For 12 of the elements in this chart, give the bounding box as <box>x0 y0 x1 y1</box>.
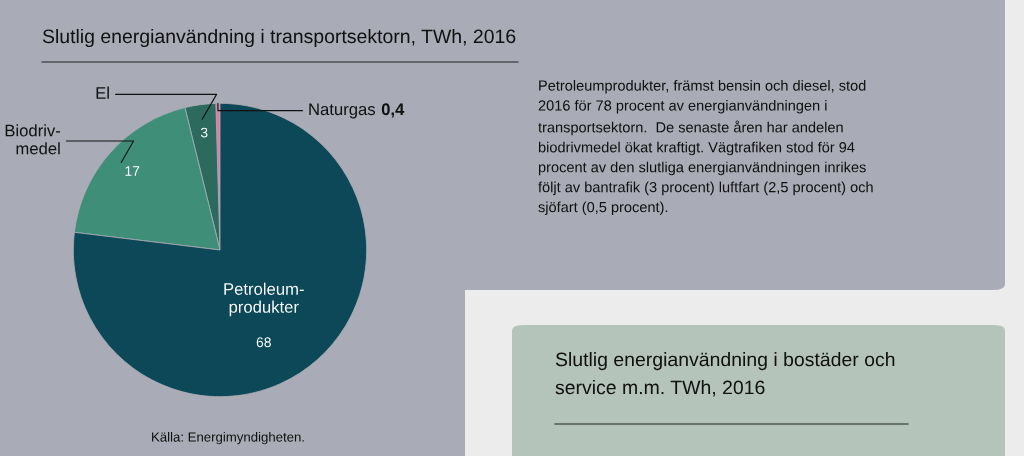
text: Källa: Energimyndigheten. <box>152 432 304 445</box>
text: Slutlig energianvändning i bostäder och service m.m. TWh, 2016 <box>555 352 895 397</box>
data-label: 0,4 <box>381 103 405 118</box>
slice-label: El <box>96 86 109 99</box>
data-label: 3 <box>200 127 208 138</box>
slice-label: Petroleum- produkter <box>224 282 304 317</box>
data-label: 17 <box>125 166 140 176</box>
slice-label: Naturgas <box>309 103 376 119</box>
chart-title: Slutlig energianvändning i transportsektorn, TWh, 2016 <box>42 28 516 48</box>
slice-label: Biodriv- medel <box>5 124 61 155</box>
text: Petroleumprodukter, främst bensin och diesel, stod 2016 för 78 procent av energianvändningen i transportsektorn. De senaste åren har andelen biodrivmedel ökat kraftigt. Vägtrafiken stod för 94 procent av den slutliga energianvändningen inrikes följt av bantrafik (3 procent) luftfart (2,5 procent) och sjöfart (0,5 procent). <box>538 80 873 216</box>
data-label: 68 <box>256 337 271 348</box>
